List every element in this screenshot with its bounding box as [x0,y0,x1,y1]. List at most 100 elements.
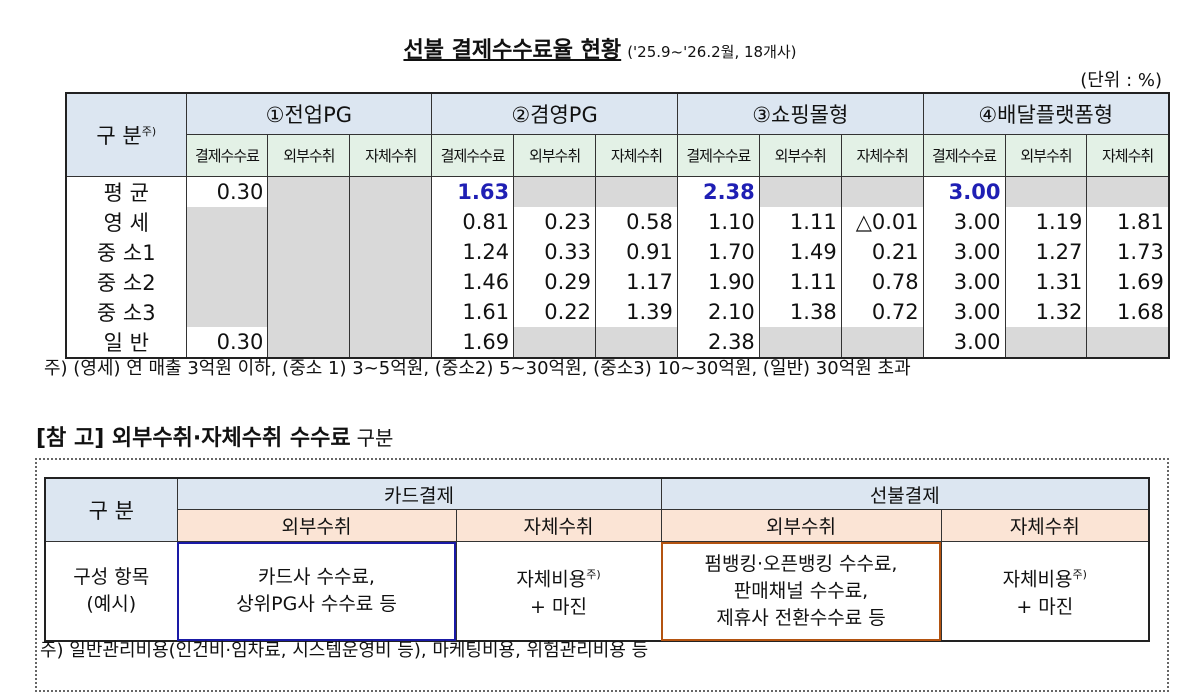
group-header: ②겸영PG [431,92,678,135]
subheader: 자체수취 [455,509,662,542]
value-cell: 1.46 [431,267,515,297]
empty-cell [267,297,351,327]
content-cell: 펌뱅킹·오픈뱅킹 수수료, 판매채널 수수료, 제휴사 전환수수료 등 [660,541,942,642]
value-cell: 2.38 [676,176,760,207]
cell-line: 자체비용주) [457,561,660,593]
group-header: 선불결제 [660,477,1150,510]
value-cell: 0.22 [513,297,596,327]
value-cell: 1.24 [431,237,515,267]
value-cell: 3.00 [922,207,1006,237]
value-cell: 1.61 [431,297,515,327]
value-cell: 1.73 [1086,237,1170,267]
subheader: 외부수취 [1004,134,1088,177]
content-cell: 자체비용주) + 마진 [455,541,662,642]
empty-cell [349,207,433,237]
value-cell: 1.19 [1004,207,1088,237]
group-header: ③쇼핑몰형 [676,92,924,135]
data-row: 중 소3 1.61 0.22 1.39 2.10 1.38 0.72 3.00 1.32 1.68 [65,297,1170,327]
value-cell: 0.78 [840,267,924,297]
cell-text: 제휴사 전환수수료 등 [716,606,886,629]
value-cell: 0.30 [185,176,269,207]
value-cell: 2.10 [676,297,760,327]
empty-cell [185,267,269,297]
cell-text: 펌뱅킹·오픈뱅킹 수수료, [704,552,898,575]
footnote: 주) 일반관리비용(인건비·임차료, 시스템운영비 등), 마케팅비용, 위험관… [40,640,649,661]
empty-cell [185,237,269,267]
value-cell: 1.49 [758,237,842,267]
empty-cell [267,237,351,267]
value-cell: 1.10 [676,207,760,237]
value-cell: 1.70 [676,237,760,267]
empty-cell [267,327,351,358]
data-row: 영 세 0.81 0.23 0.58 1.10 1.11 △0.01 3.00 1.19 1.81 [65,207,1170,237]
content-cell: 카드사 수수료, 상위PG사 수수료 등 [176,541,457,642]
corner: 구 분 [44,477,178,542]
cell-line: 판매채널 수수료, [662,578,940,605]
empty-cell [349,176,433,207]
title-line: 선불 결제수수료율 현황 ('25.9~'26.2월, 18개사) [0,32,1200,64]
cell-line: 제휴사 전환수수료 등 [662,605,940,632]
cell-line: + 마진 [457,594,660,621]
value-cell: 1.39 [594,297,678,327]
empty-cell [840,176,924,207]
subheader: 자체수취 [940,509,1150,542]
value-cell: 0.29 [513,267,596,297]
data-row: 평 균 0.30 1.63 2.38 3.00 [65,176,1170,207]
empty-cell [185,207,269,237]
value-cell: 2.38 [676,327,760,358]
empty-cell [1086,327,1170,358]
subheader: 외부수취 [176,509,457,542]
row-label: 일 반 [65,327,187,358]
subheader: 자체수취 [349,134,433,177]
empty-cell [349,297,433,327]
empty-cell [267,176,351,207]
empty-cell [349,267,433,297]
subheader: 결제수수료 [922,134,1006,177]
value-cell: 0.81 [431,207,515,237]
empty-cell [1004,327,1088,358]
cell-text: 판매채널 수수료, [733,579,869,602]
empty-cell [840,327,924,358]
value-cell: 1.38 [758,297,842,327]
value-cell: 1.17 [594,267,678,297]
cell-text: 카드사 수수료, [258,566,375,588]
subheader: 자체수취 [1086,134,1170,177]
rate-table: 구 분주) ①전업PG ②겸영PG ③쇼핑몰형 ④배달플랫폼형 결제수수료 외부수취 자체수취… [65,92,1170,359]
empty-cell [185,297,269,327]
value-cell: 3.00 [922,176,1006,207]
row-label: 구성 항목 (예시) [44,541,178,642]
cell-sup: 주) [1072,568,1087,582]
subheader: 결제수수료 [185,134,269,177]
section-heading: [참 고] 외부수취·자체수취 수수료 구분 [36,420,393,452]
header-row: 구 분 카드결제 선불결제 [44,477,1150,542]
row-label: 중 소3 [65,297,187,327]
cell-text: 상위PG사 수수료 등 [236,593,397,615]
corner-label: 구 분 [96,124,142,148]
cell-text: 자체비용 [516,568,587,591]
value-cell: 3.00 [922,237,1006,267]
value-cell: 0.72 [840,297,924,327]
value-cell: 0.23 [513,207,596,237]
value-cell: 1.90 [676,267,760,297]
cell-line: 펌뱅킹·오픈뱅킹 수수료, [662,551,940,578]
content-cell: 자체비용주) + 마진 [940,541,1150,642]
subheader: 자체수취 [594,134,678,177]
empty-cell [349,237,433,267]
empty-cell [513,176,596,207]
subheader: 결제수수료 [676,134,760,177]
cell-line: 카드사 수수료, [178,564,455,591]
empty-cell [349,327,433,358]
row-label-line: 구성 항목 [73,566,150,588]
reference-table: 구 분 카드결제 선불결제 외부수취 자체수취 외부수취 자체수취 구성 항목 (예시) 카드사 … [44,477,1151,642]
row-label: 중 소1 [65,237,187,267]
value-cell: 1.32 [1004,297,1088,327]
cell-line: + 마진 [942,594,1148,621]
value-cell: 0.33 [513,237,596,267]
value-cell: 1.11 [758,267,842,297]
data-row: 중 소1 1.24 0.33 0.91 1.70 1.49 0.21 3.00 1.27 1.73 [65,237,1170,267]
subheader: 외부수취 [513,134,596,177]
empty-cell [513,327,596,358]
value-cell: 0.58 [594,207,678,237]
empty-cell [758,176,842,207]
empty-cell [594,176,678,207]
